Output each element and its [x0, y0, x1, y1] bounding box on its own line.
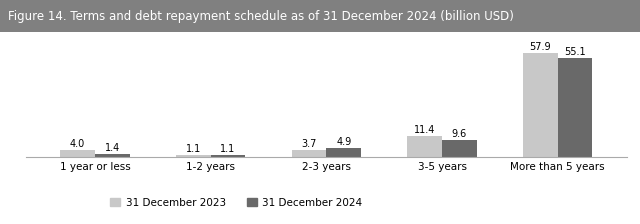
- Bar: [442, 140, 477, 157]
- Bar: [211, 155, 245, 157]
- Legend: 31 December 2023, 31 December 2024: 31 December 2023, 31 December 2024: [106, 194, 367, 212]
- Text: 1.1: 1.1: [186, 144, 201, 154]
- Bar: [176, 155, 211, 157]
- Bar: [60, 150, 95, 157]
- Text: 57.9: 57.9: [530, 42, 551, 52]
- Text: 9.6: 9.6: [452, 129, 467, 139]
- Text: 4.9: 4.9: [336, 137, 351, 147]
- Bar: [292, 150, 326, 157]
- Bar: [326, 148, 361, 157]
- Text: Figure 14. Terms and debt repayment schedule as of 31 December 2024 (billion USD: Figure 14. Terms and debt repayment sche…: [8, 10, 513, 23]
- Text: 1.4: 1.4: [105, 143, 120, 153]
- Text: 11.4: 11.4: [414, 125, 435, 136]
- Bar: [408, 136, 442, 157]
- Text: 3.7: 3.7: [301, 139, 317, 149]
- Text: 4.0: 4.0: [70, 139, 85, 149]
- Text: 55.1: 55.1: [564, 47, 586, 57]
- Bar: [523, 53, 558, 157]
- Bar: [95, 154, 130, 157]
- Text: 1.1: 1.1: [220, 144, 236, 154]
- Bar: [558, 58, 593, 157]
